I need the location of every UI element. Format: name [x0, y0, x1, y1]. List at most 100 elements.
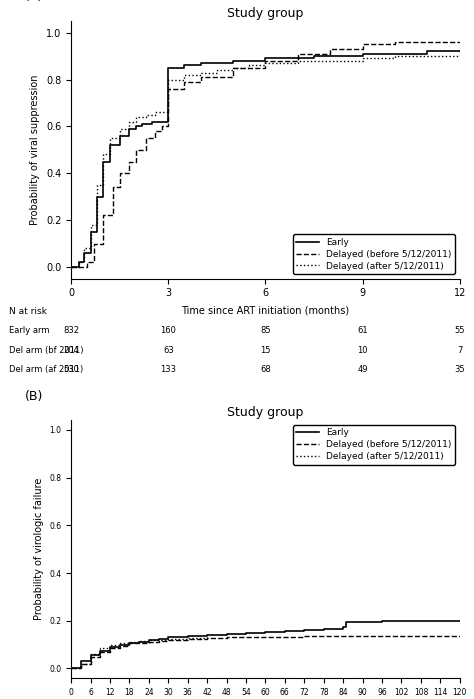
Delayed (after 5/12/2011) [133, 113, 139, 121]
Early [149, 117, 155, 126]
Delayed (before 5/12/2011) [185, 635, 191, 643]
Delayed (after 5/12/2011) [360, 55, 365, 63]
Delayed (after 5/12/2011) [117, 638, 122, 647]
Early [204, 631, 210, 640]
Delayed (before 5/12/2011) [97, 647, 103, 656]
Title: Study group: Study group [227, 7, 304, 20]
Delayed (after 5/12/2011) [117, 124, 122, 133]
Delayed (before 5/12/2011) [127, 157, 132, 166]
Delayed (before 5/12/2011) [321, 632, 327, 640]
Delayed (after 5/12/2011) [107, 134, 113, 143]
Early [263, 627, 268, 635]
Delayed (after 5/12/2011) [97, 644, 103, 652]
Early [100, 157, 106, 166]
Delayed (before 5/12/2011) [117, 169, 122, 178]
Text: 63: 63 [163, 346, 173, 355]
Text: 133: 133 [160, 366, 176, 375]
Delayed (after 5/12/2011) [214, 66, 219, 74]
Early [81, 249, 87, 257]
Text: 160: 160 [160, 326, 176, 336]
Y-axis label: Probability of viral suppression: Probability of viral suppression [30, 75, 40, 225]
Early [418, 617, 424, 625]
Delayed (after 5/12/2011) [246, 62, 252, 70]
Early [136, 637, 142, 646]
Delayed (after 5/12/2011) [100, 150, 106, 159]
Delayed (before 5/12/2011) [360, 41, 365, 49]
Early [165, 64, 171, 72]
Delayed (before 5/12/2011) [418, 631, 424, 640]
Text: N at risk: N at risk [9, 307, 47, 316]
Early [392, 50, 398, 58]
Early [263, 55, 268, 63]
Delayed (after 5/12/2011) [153, 108, 158, 117]
Early [107, 141, 113, 150]
Line: Delayed (after 5/12/2011): Delayed (after 5/12/2011) [71, 52, 460, 267]
Early [457, 617, 463, 625]
Delayed (before 5/12/2011) [136, 638, 142, 647]
Delayed (after 5/12/2011) [165, 75, 171, 84]
Early [379, 617, 385, 626]
Early [117, 131, 122, 140]
Early [328, 52, 333, 60]
Early [127, 638, 132, 647]
Delayed (before 5/12/2011) [182, 78, 187, 86]
Text: Early arm: Early arm [9, 326, 50, 336]
Early [301, 626, 307, 634]
Delayed (before 5/12/2011) [204, 634, 210, 642]
Early [321, 624, 327, 633]
Delayed (after 5/12/2011) [457, 48, 463, 56]
Early [246, 57, 252, 65]
Delayed (before 5/12/2011) [68, 664, 74, 672]
Text: 68: 68 [260, 366, 271, 375]
Delayed (before 5/12/2011) [143, 134, 148, 143]
Early [399, 617, 404, 626]
Text: 204: 204 [63, 346, 79, 355]
Early [107, 643, 113, 651]
Delayed (before 5/12/2011) [438, 631, 443, 640]
Delayed (after 5/12/2011) [392, 52, 398, 60]
Delayed (before 5/12/2011) [88, 652, 93, 661]
Delayed (before 5/12/2011) [155, 637, 161, 645]
Early [155, 635, 161, 644]
Delayed (after 5/12/2011) [204, 633, 210, 642]
Delayed (after 5/12/2011) [198, 69, 203, 77]
Delayed (before 5/12/2011) [328, 45, 333, 53]
Line: Delayed (after 5/12/2011): Delayed (after 5/12/2011) [71, 637, 207, 668]
Early [457, 48, 463, 56]
Text: (B): (B) [25, 390, 43, 403]
Delayed (before 5/12/2011) [263, 57, 268, 65]
Line: Delayed (before 5/12/2011): Delayed (before 5/12/2011) [71, 635, 460, 668]
Delayed (before 5/12/2011) [360, 631, 365, 640]
Delayed (after 5/12/2011) [425, 52, 430, 60]
Text: 7: 7 [457, 346, 463, 355]
Delayed (after 5/12/2011) [76, 258, 82, 266]
Delayed (before 5/12/2011) [425, 38, 430, 46]
Early [76, 258, 82, 266]
Delayed (before 5/12/2011) [110, 183, 116, 192]
Early [165, 633, 171, 642]
Early [88, 651, 93, 660]
Early [243, 628, 249, 637]
Delayed (after 5/12/2011) [81, 244, 87, 252]
Delayed (before 5/12/2011) [100, 211, 106, 219]
Early [139, 120, 145, 128]
Text: 85: 85 [260, 326, 271, 336]
Delayed (before 5/12/2011) [117, 642, 122, 650]
Early [279, 55, 284, 63]
Delayed (before 5/12/2011) [457, 38, 463, 46]
Delayed (after 5/12/2011) [155, 635, 161, 644]
Delayed (after 5/12/2011) [182, 71, 187, 79]
Line: Early: Early [71, 52, 460, 267]
Text: Del arm (bf 2011): Del arm (bf 2011) [9, 346, 84, 355]
Early [295, 55, 301, 63]
Early [68, 263, 74, 271]
Text: 49: 49 [357, 366, 368, 375]
Early [438, 617, 443, 625]
Delayed (before 5/12/2011) [84, 258, 90, 266]
Delayed (after 5/12/2011) [88, 221, 93, 229]
Early [94, 192, 100, 201]
Early [224, 630, 229, 638]
Text: Del arm (af 2011): Del arm (af 2011) [9, 366, 84, 375]
Early [159, 117, 164, 126]
Delayed (before 5/12/2011) [301, 632, 307, 640]
